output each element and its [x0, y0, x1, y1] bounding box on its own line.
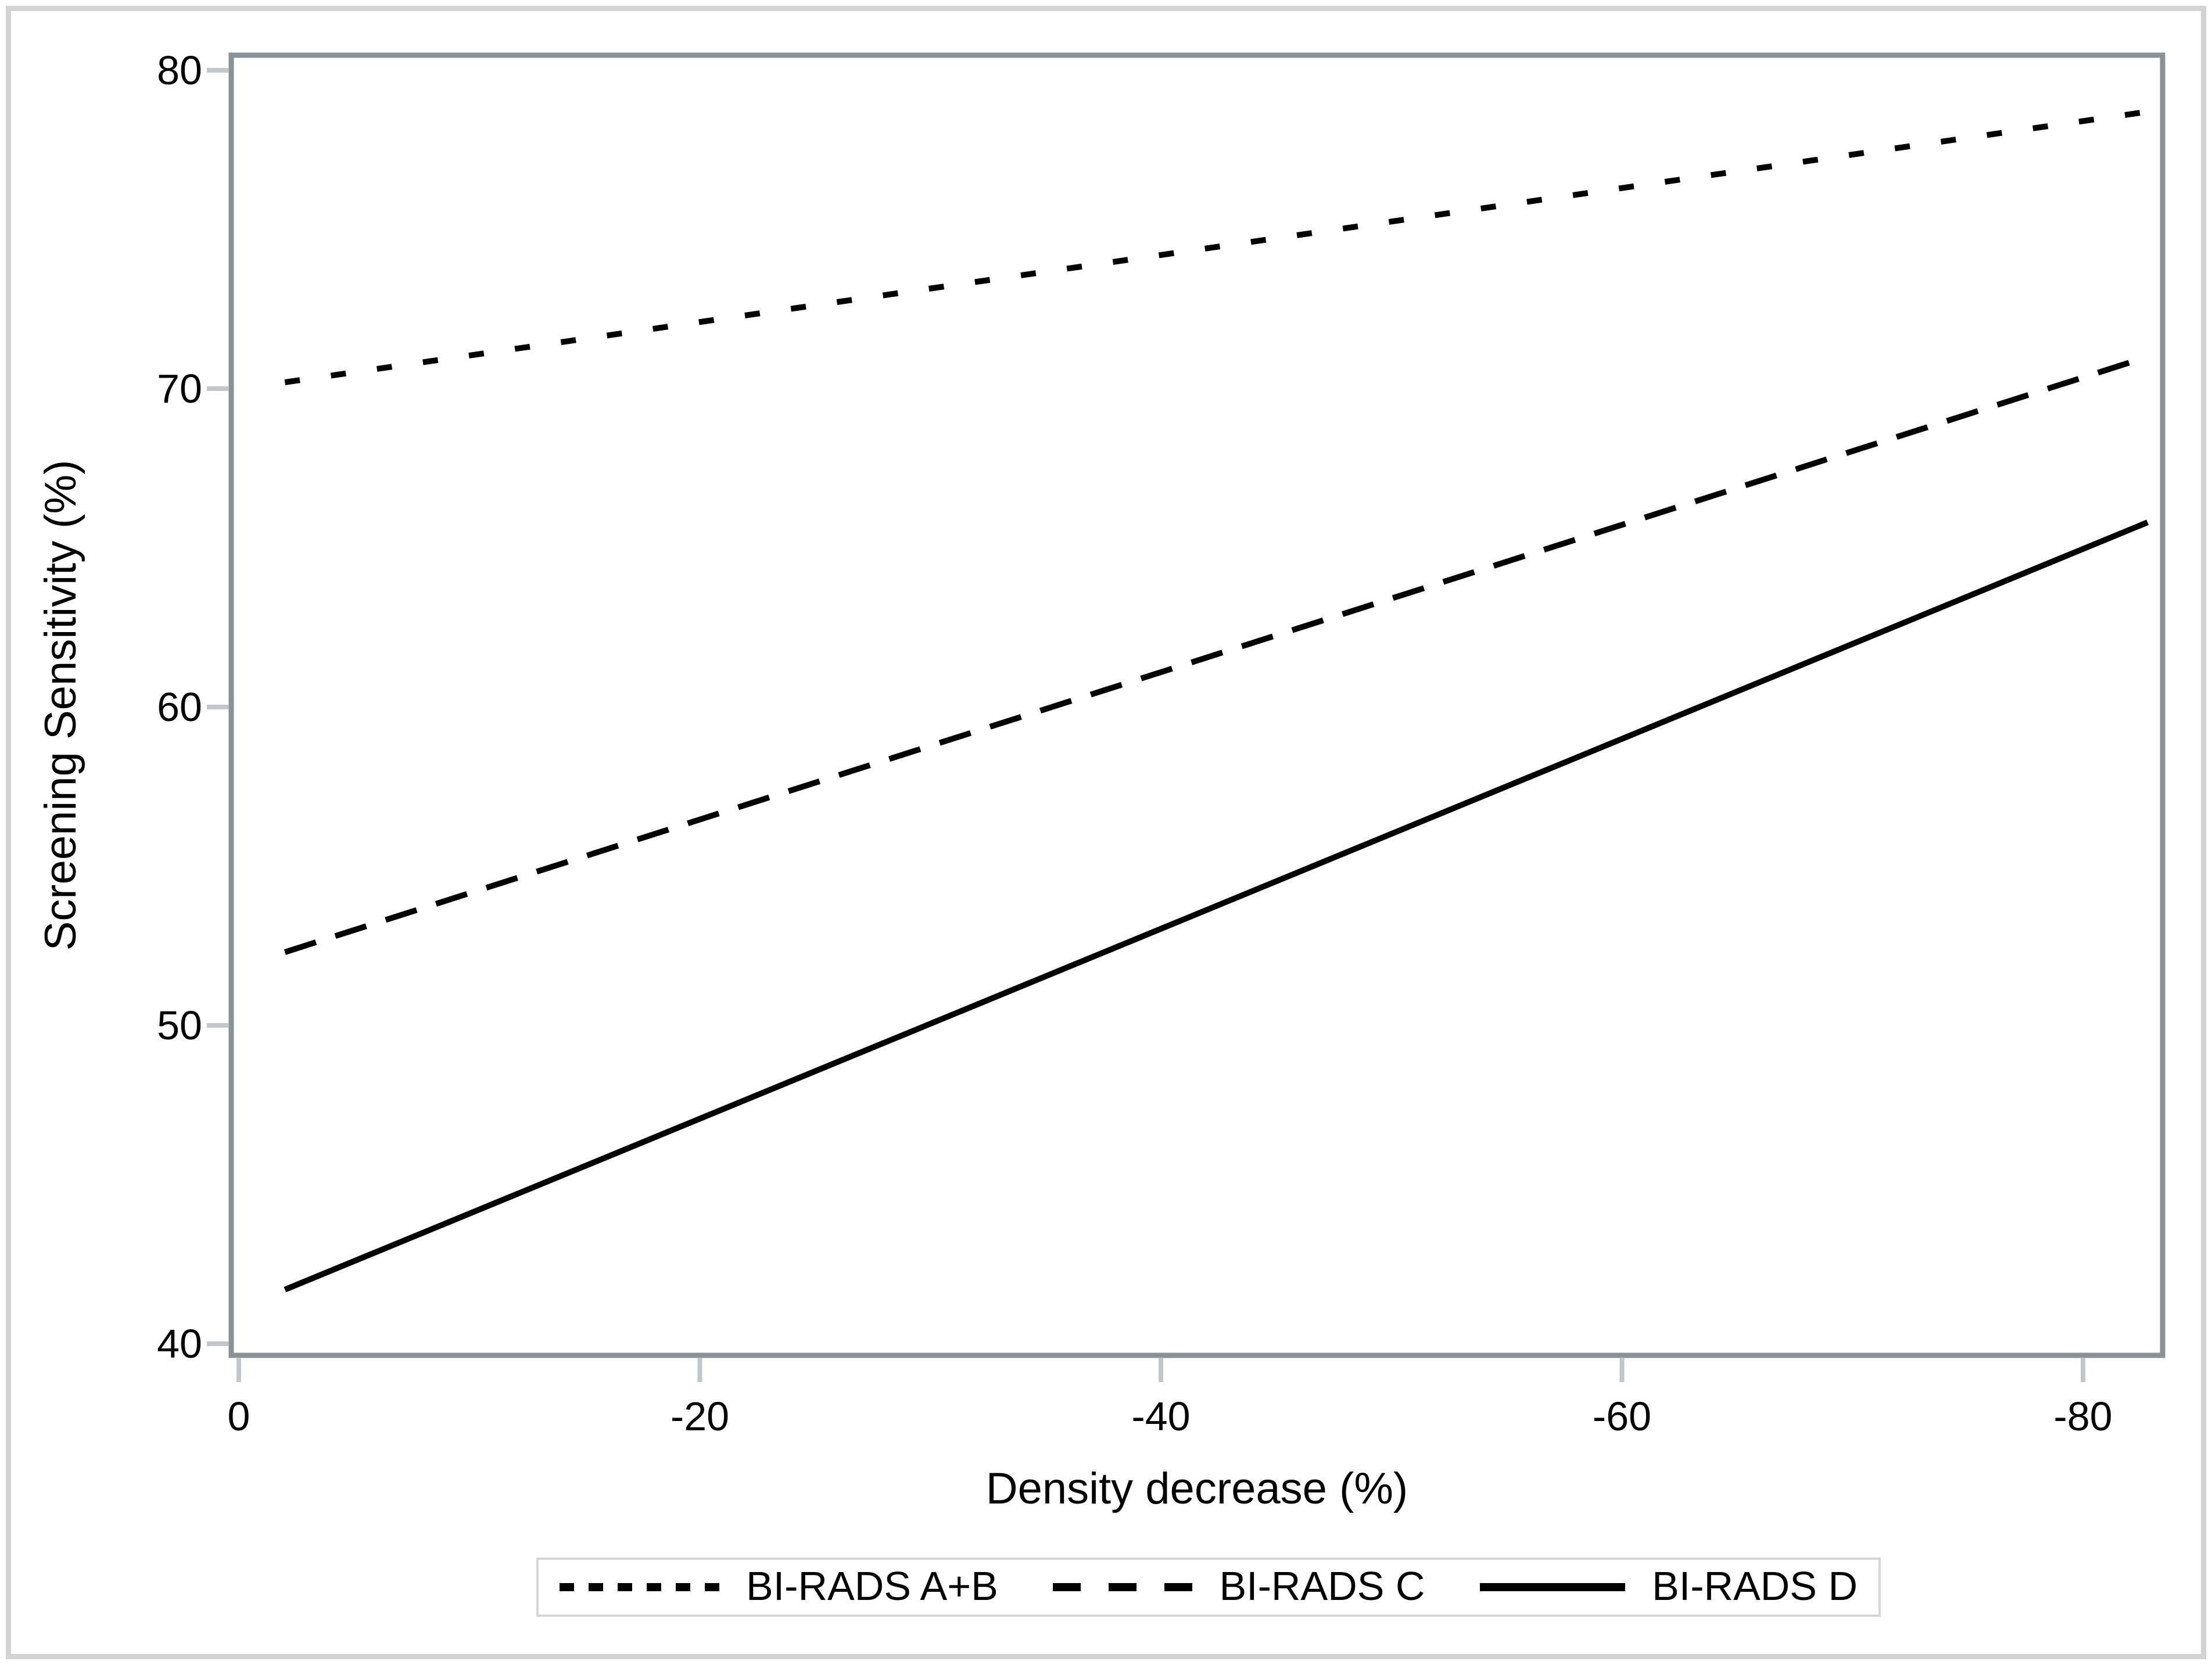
figure-border [6, 6, 2206, 1659]
y-axis-title: Screening Sensitivity (%) [36, 460, 85, 951]
series-lines [284, 109, 2149, 1293]
legend-line-sample-solid [1480, 1583, 1626, 1591]
legend-item: BI-RADS A+B [560, 1563, 998, 1609]
legend-item: BI-RADS C [1053, 1563, 1425, 1609]
legend-item-label: BI-RADS D [1652, 1563, 1858, 1609]
y-axis-tick-labels: 40 50 60 70 80 [157, 48, 202, 1366]
legend: BI-RADS A+B BI-RADS C BI-RADS D [536, 1558, 1881, 1617]
y-axis-ticks [207, 68, 229, 1346]
y-tick-label: 80 [157, 48, 202, 93]
series-line-solid [284, 519, 2149, 1293]
x-tick-label: -20 [671, 1394, 729, 1439]
x-tick-label: -60 [1593, 1394, 1651, 1439]
plot-frame [228, 52, 2166, 1358]
series-line-dashed [284, 354, 2149, 955]
legend-item: BI-RADS D [1480, 1563, 1858, 1609]
legend-item-label: BI-RADS A+B [746, 1563, 998, 1609]
x-tick-label: 0 [228, 1394, 250, 1439]
legend-line-sample-dotted [560, 1583, 719, 1591]
y-tick-label: 70 [157, 366, 202, 411]
x-axis-title: Density decrease (%) [986, 1464, 1408, 1513]
legend-item-label: BI-RADS C [1219, 1563, 1425, 1609]
series-line-dotted [284, 109, 2148, 385]
x-tick-label: -40 [1131, 1394, 1190, 1439]
x-axis-tick-labels: 0 -20 -40 -60 -80 [228, 1394, 2113, 1439]
y-tick-label: 50 [157, 1003, 202, 1048]
legend-line-sample-dashed [1053, 1583, 1193, 1591]
x-axis-ticks [236, 1358, 2085, 1382]
y-tick-label: 40 [157, 1321, 202, 1366]
x-tick-label: -80 [2053, 1394, 2112, 1439]
y-tick-label: 60 [157, 684, 202, 730]
